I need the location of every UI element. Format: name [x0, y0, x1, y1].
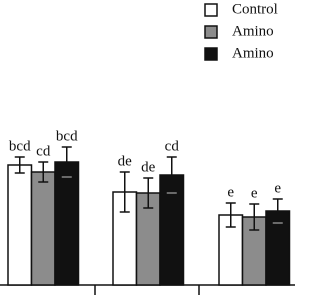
legend-swatch — [204, 47, 218, 61]
significance-label: e — [227, 184, 234, 200]
significance-label: de — [118, 153, 133, 169]
bar — [54, 161, 80, 286]
bar — [30, 171, 56, 286]
significance-label: de — [141, 159, 156, 175]
significance-label: e — [251, 185, 258, 201]
legend-label: Amino — [232, 45, 274, 61]
significance-label: e — [274, 180, 281, 196]
legend-label: Amino — [232, 23, 274, 39]
legend-swatch — [204, 25, 218, 39]
bar — [7, 164, 33, 286]
significance-label: cd — [36, 143, 51, 159]
legend-label: Control — [232, 1, 278, 17]
significance-label: bcd — [56, 128, 78, 144]
significance-label: bcd — [9, 138, 31, 154]
legend-swatch — [204, 3, 218, 17]
significance-label: cd — [165, 138, 180, 154]
